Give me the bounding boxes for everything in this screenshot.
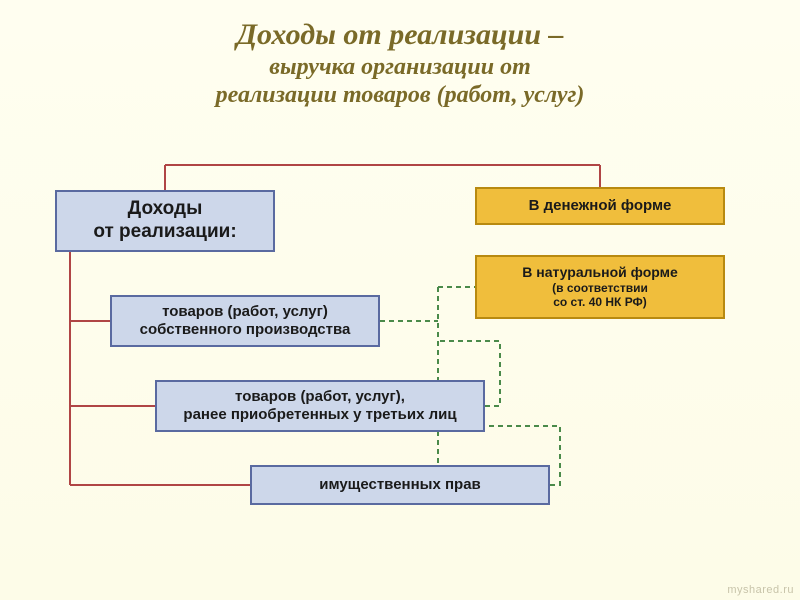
watermark: myshared.ru	[727, 584, 794, 596]
root-box: Доходы от реализации:	[55, 190, 275, 252]
child2-line2: ранее приобретенных у третьих лиц	[183, 406, 456, 424]
form1-box: В денежной форме	[475, 187, 725, 225]
child1-line2: собственного производства	[140, 321, 351, 339]
child2-line1: товаров (работ, услуг),	[235, 388, 405, 406]
form2-box: В натуральной форме (в соответствии со с…	[475, 255, 725, 319]
form2-sub2: со ст. 40 НК РФ)	[553, 295, 647, 309]
title-block: Доходы от реализации – выручка организац…	[0, 0, 800, 120]
child1-box: товаров (работ, услуг) собственного прои…	[110, 295, 380, 347]
child3-box: имущественных прав	[250, 465, 550, 505]
diagram-area: Доходы от реализации: товаров (работ, ус…	[0, 145, 800, 600]
form1-line1: В денежной форме	[529, 197, 672, 215]
root-line1: Доходы	[128, 198, 203, 221]
child2-box: товаров (работ, услуг), ранее приобретен…	[155, 380, 485, 432]
form2-sub1: (в соответствии	[552, 281, 648, 295]
title-line2: выручка организации от	[40, 53, 760, 82]
title-line3: реализации товаров (работ, услуг)	[40, 81, 760, 110]
child3-line1: имущественных прав	[319, 476, 481, 494]
title-line1: Доходы от реализации –	[40, 18, 760, 53]
child1-line1: товаров (работ, услуг)	[162, 303, 328, 321]
form2-line1: В натуральной форме	[522, 264, 678, 281]
root-line2: от реализации:	[93, 221, 236, 244]
